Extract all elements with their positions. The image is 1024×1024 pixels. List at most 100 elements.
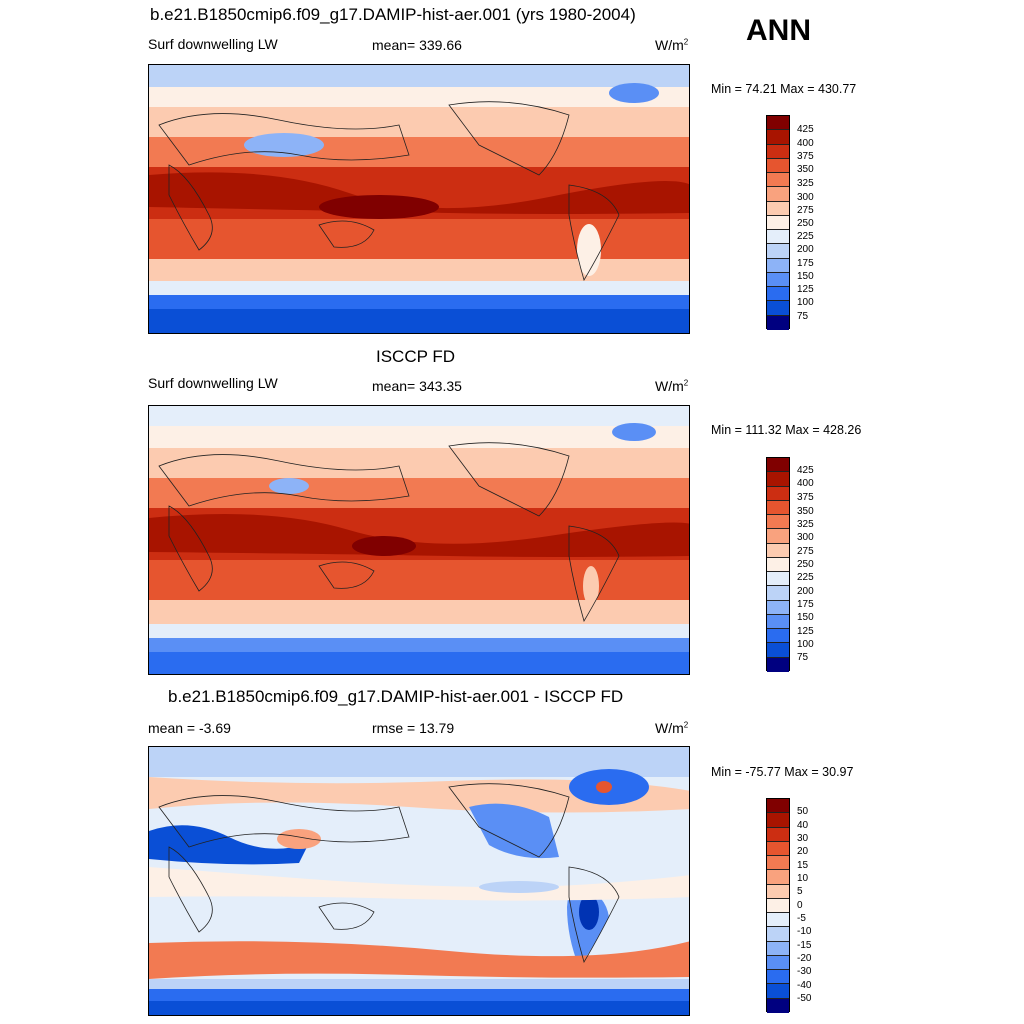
panel-2-colorbar-label: 250 [797,559,814,570]
warm-pool-core [352,536,416,556]
panel-2-colorbar-label: 300 [797,532,814,543]
season-label: ANN [746,14,811,47]
panel-2-colorbar-label: 150 [797,612,814,623]
panel-2-colorbar-label: 400 [797,478,814,489]
panel-2-colorbar-label: 175 [797,599,814,610]
east-pacific-neg-patch [479,881,559,893]
australia-coastline [318,220,375,248]
panel-3-colorbar-label: -40 [797,980,812,991]
north-america-coastline [448,101,570,176]
south-america-coastline [568,525,620,622]
panel-2-colorbar-label: 225 [797,572,814,583]
panel-1-variable-label: Surf downwelling LW [148,36,278,52]
panel-3-colorbar-label: -10 [797,926,812,937]
south-subtropic-band [149,219,689,259]
sahara-neg-patch [149,825,309,865]
andes-cold-patch [583,566,599,606]
antarctic-band [149,1001,689,1015]
panel-3-title: b.e21.B1850cmip6.f09_g17.DAMIP-hist-aer.… [168,687,624,706]
north-america-neg-patch [469,803,559,859]
south-midlat-band [149,259,689,281]
panel-3-colorbar-label: -5 [797,913,806,924]
panel-3-colorbar-label: 10 [797,873,809,884]
panel-3-colorbar-label: 50 [797,806,809,817]
panel-2-mean-label: mean= 343.35 [372,378,462,394]
panel-2-colorbar-label: 125 [797,626,814,637]
panel-3-colorbar-label: 20 [797,846,809,857]
australia-coastline [318,561,375,589]
panel-3-colorbar-label: -15 [797,940,812,951]
antarctic-edge-band [149,989,689,1001]
north-cold-band [149,426,689,448]
panel-3-colorbar-label: 15 [797,860,809,871]
north-pos-band [149,777,689,813]
panel-2-colorbar-label: 350 [797,506,814,517]
panel-1-colorbar-label: 350 [797,164,814,175]
panel-2-colorbar-label: 325 [797,519,814,530]
panel-1-colorbar-label: 375 [797,151,814,162]
greenland-cold-patch [609,83,659,103]
panel-2-colorbar-label: 75 [797,652,809,663]
panel-2-colorbar-label: 275 [797,546,814,557]
panel-3-colorbar-label: 30 [797,833,809,844]
panel-1-title: b.e21.B1850cmip6.f09_g17.DAMIP-hist-aer.… [150,5,636,24]
warm-pool-band [149,172,689,214]
africa-coastline [168,505,213,592]
panel-1-colorbar-label: 225 [797,231,814,242]
panel-1-colorbar-label: 300 [797,192,814,203]
tibet-pos-patch [277,829,321,849]
south-midlat-band [149,600,689,624]
panel-1-min-max: Min = 74.21 Max = 430.77 [711,82,857,96]
panel-3-rmse-label: rmse = 13.79 [372,720,455,736]
panel-1-colorbar-label: 400 [797,138,814,149]
panel-1-colorbar-label: 175 [797,258,814,269]
eurasia-coastline [158,454,410,507]
andes-cold-patch [577,224,601,276]
panel-2-colorbar-label: 425 [797,465,814,476]
africa-coastline [168,164,213,251]
south-subtropic-band [149,560,689,600]
panel-1-colorbar-label: 100 [797,297,814,308]
panel-2-colorbar-label: 100 [797,639,814,650]
panel-1-colorbar-label: 425 [797,124,814,135]
panel-3-colorbar [766,798,790,1013]
panel-1-colorbar-label: 325 [797,178,814,189]
north-america-coastline [448,442,570,517]
north-midlat-band [149,448,689,478]
tibet-cold-patch [269,478,309,494]
southern-pos-band [149,941,689,979]
andes-neg-core [579,894,599,930]
north-america-coastline [448,783,570,858]
panel-3-map [148,746,690,1016]
eurasia-coastline [158,795,410,848]
arctic-band [149,65,689,87]
panel-3-units: W/m2 [655,720,689,736]
antarctic-band [149,309,689,333]
panel-2-units: W/m2 [655,378,689,394]
antarctic-edge-band [149,638,689,652]
panel-2-colorbar [766,457,790,672]
southern-ocean-band [149,281,689,295]
south-america-coastline [568,866,620,963]
panel-1-colorbar-label: 275 [797,205,814,216]
panel-1-colorbar-label: 250 [797,218,814,229]
panel-3-colorbar-label: -30 [797,966,812,977]
arctic-band [149,406,689,426]
north-cold-band [149,87,689,107]
subtropic-band [149,478,689,508]
panel-3-colorbar-label: -50 [797,993,812,1004]
tropical-near-zero-band [149,867,689,901]
panel-2-colorbar-label: 200 [797,586,814,597]
tibet-cold-patch [244,133,324,157]
panel-1-colorbar-label: 200 [797,244,814,255]
antarctic-band [149,652,689,674]
greenland-cold-patch [612,423,656,441]
warm-pool-band [149,514,689,557]
panel-2-colorbar-label: 375 [797,492,814,503]
panel-1-map [148,64,690,334]
labrador-pos-patch [596,781,612,793]
panel-1-mean-label: mean= 339.66 [372,37,462,53]
panel-3-colorbar-label: 5 [797,886,803,897]
warm-pool-core [319,195,439,219]
panel-1-units: W/m2 [655,37,689,53]
